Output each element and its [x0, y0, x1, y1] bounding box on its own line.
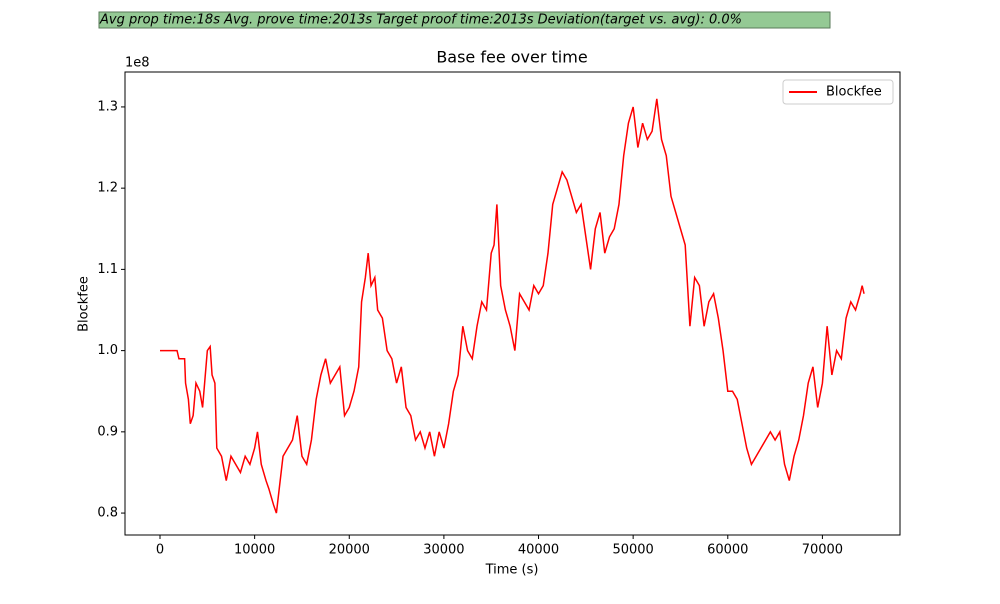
x-tick-label: 40000: [518, 543, 559, 558]
y-tick-label: 1.0: [97, 343, 118, 358]
chart-title: Base fee over time: [436, 48, 587, 67]
x-tick-label: 30000: [423, 543, 464, 558]
x-tick-label: 70000: [802, 543, 843, 558]
y-offset-label: 1e8: [125, 56, 150, 71]
x-tick-label: 10000: [234, 543, 275, 558]
legend-label: Blockfee: [826, 85, 882, 100]
y-tick-label: 0.9: [97, 424, 118, 439]
y-tick-label: 1.3: [97, 99, 118, 114]
x-tick-label: 60000: [707, 543, 748, 558]
y-tick-label: 1.1: [97, 262, 118, 277]
y-axis-label: Blockfee: [77, 276, 92, 332]
legend-box: [782, 79, 894, 105]
x-tick-label: 50000: [612, 543, 653, 558]
line-series: [160, 98, 865, 514]
annotation-box: [98, 11, 831, 29]
y-tick-label: 1.2: [97, 181, 118, 196]
x-axis-label: Time (s): [485, 563, 539, 578]
x-tick-label: 0: [156, 543, 164, 558]
x-tick-label: 20000: [329, 543, 370, 558]
y-tick-label: 0.8: [97, 506, 118, 521]
plot-frame: [124, 71, 901, 536]
annotation: Avg prop time:18s Avg. prove time:2013s …: [99, 13, 742, 28]
